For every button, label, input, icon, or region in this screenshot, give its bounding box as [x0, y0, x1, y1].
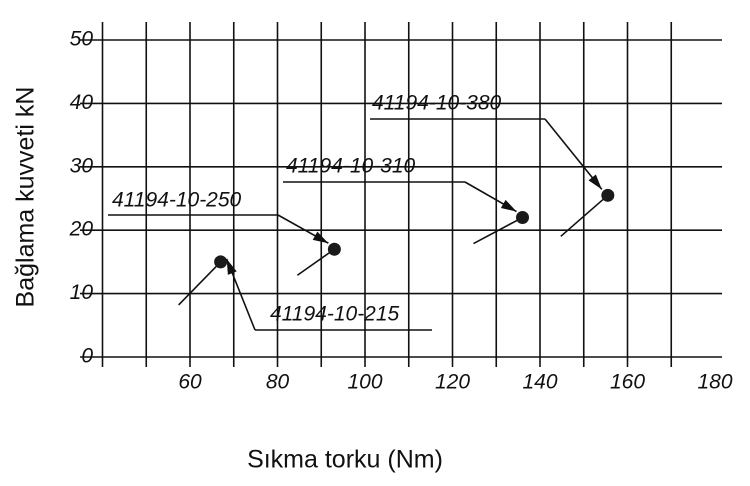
arrow-head [226, 258, 237, 275]
y-tick-label: 20 [69, 218, 94, 241]
data-point [516, 211, 529, 225]
x-tick-label: 80 [266, 371, 290, 394]
arrow-head [312, 231, 329, 244]
x-tick-label: 180 [697, 371, 732, 394]
x-tick-label: 100 [347, 371, 382, 394]
x-tick-label: 140 [522, 371, 557, 394]
y-tick-label: 10 [70, 281, 94, 304]
arrow-head [500, 199, 517, 212]
x-axis-title: Sıkma torku (Nm) [247, 446, 443, 474]
y-tick-label: 40 [70, 91, 94, 114]
data-point [601, 188, 615, 202]
x-tick-label: 160 [610, 371, 645, 394]
point-label: 41194-10-310 [286, 155, 416, 178]
data-point [214, 255, 228, 269]
point-label: 41194-10-215 [270, 303, 400, 326]
data-point [327, 242, 341, 256]
curve-stub [296, 248, 335, 276]
arrow-head [588, 174, 602, 190]
point-label: 41194-10-380 [372, 92, 502, 115]
x-tick-label: 120 [435, 371, 470, 394]
y-tick-label: 0 [81, 345, 93, 368]
curve-stub [560, 194, 609, 237]
curve-stub [473, 216, 523, 245]
x-tick-label: 60 [178, 371, 202, 394]
curve-stub [178, 261, 222, 306]
y-axis-title: Bağlama kuvveti kN [12, 87, 40, 308]
y-tick-label: 30 [70, 154, 94, 177]
y-tick-label: 50 [70, 28, 94, 51]
point-label: 41194-10-250 [112, 189, 242, 212]
